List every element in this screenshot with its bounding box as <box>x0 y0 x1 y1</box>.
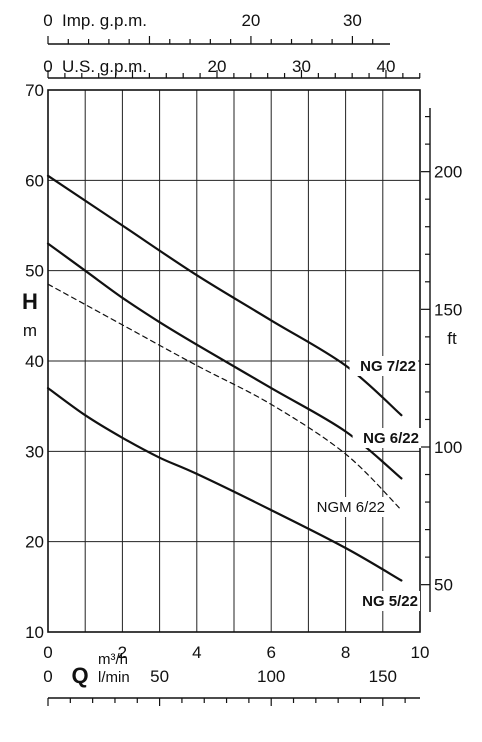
x-tick-label: 2 <box>118 643 127 662</box>
ft-tick-label: 200 <box>434 163 462 182</box>
y-tick-label: 30 <box>25 442 44 461</box>
y-axis-unit: m <box>23 321 37 340</box>
curve-label: NG 6/22 <box>363 430 419 447</box>
x-axis-unit-lpm: l/min <box>98 669 130 686</box>
x-tick-label: 8 <box>341 643 350 662</box>
ft-tick-label: 150 <box>434 300 462 319</box>
x-tick-label: 4 <box>192 643 201 662</box>
curve-label-bg <box>317 497 387 517</box>
labels: NG 7/22 NG 6/22 NGM 6/22 NG 5/22 <box>317 356 421 611</box>
imp-axis-unit: Imp. g.p.m. <box>62 11 147 30</box>
y-tick-label: 50 <box>25 262 44 281</box>
pump-curves <box>46 174 403 582</box>
curve-label: NG 5/22 <box>362 593 418 610</box>
curve-label-bg <box>349 356 418 376</box>
ft-tick-label: 50 <box>434 576 453 595</box>
x-tick-label: 0 <box>43 643 52 662</box>
us-tick-label: 20 <box>208 57 227 76</box>
us-tick-label: 40 <box>377 57 396 76</box>
curve-ng-5-22 <box>46 387 403 582</box>
x-axis-unit-m3h: m³/h <box>98 651 128 668</box>
imp-tick-label: 20 <box>241 11 260 30</box>
lpm-tick-label: 100 <box>257 667 285 686</box>
lpm-tick-label: 50 <box>150 667 169 686</box>
ft-tick-label: 100 <box>434 438 462 457</box>
us-tick-label: 0 <box>43 57 52 76</box>
lpm-tick-label: 0 <box>43 667 52 686</box>
x-tick-label: 10 <box>411 643 430 662</box>
curve-ngm-6-22 <box>47 283 402 511</box>
curve-label: NG 7/22 <box>360 358 416 375</box>
curve-label-bg <box>351 591 420 611</box>
curve-ng-7-22 <box>46 174 403 417</box>
plot-border <box>47 89 421 633</box>
imp-tick-label: 0 <box>43 11 52 30</box>
y-tick-label: 20 <box>25 533 44 552</box>
y-tick-label: 10 <box>25 623 44 642</box>
y-axis-symbol: H <box>22 289 38 314</box>
lpm-tick-label: 150 <box>369 667 397 686</box>
y-tick-label: 60 <box>25 171 44 190</box>
y-tick-label: 40 <box>25 352 44 371</box>
y-axis-right-unit: ft <box>447 329 457 348</box>
curve-label: NGM 6/22 <box>317 499 385 516</box>
curve-ng-6-22 <box>46 242 403 480</box>
imp-tick-label: 30 <box>343 11 362 30</box>
x-axis-symbol: Q <box>71 663 88 688</box>
plot-frame <box>47 89 421 633</box>
y-tick-label: 70 <box>25 81 44 100</box>
us-axis-unit: U.S. g.p.m. <box>62 57 147 76</box>
x-tick-label: 6 <box>266 643 275 662</box>
us-tick-label: 30 <box>292 57 311 76</box>
curve-label-bg <box>352 428 421 448</box>
